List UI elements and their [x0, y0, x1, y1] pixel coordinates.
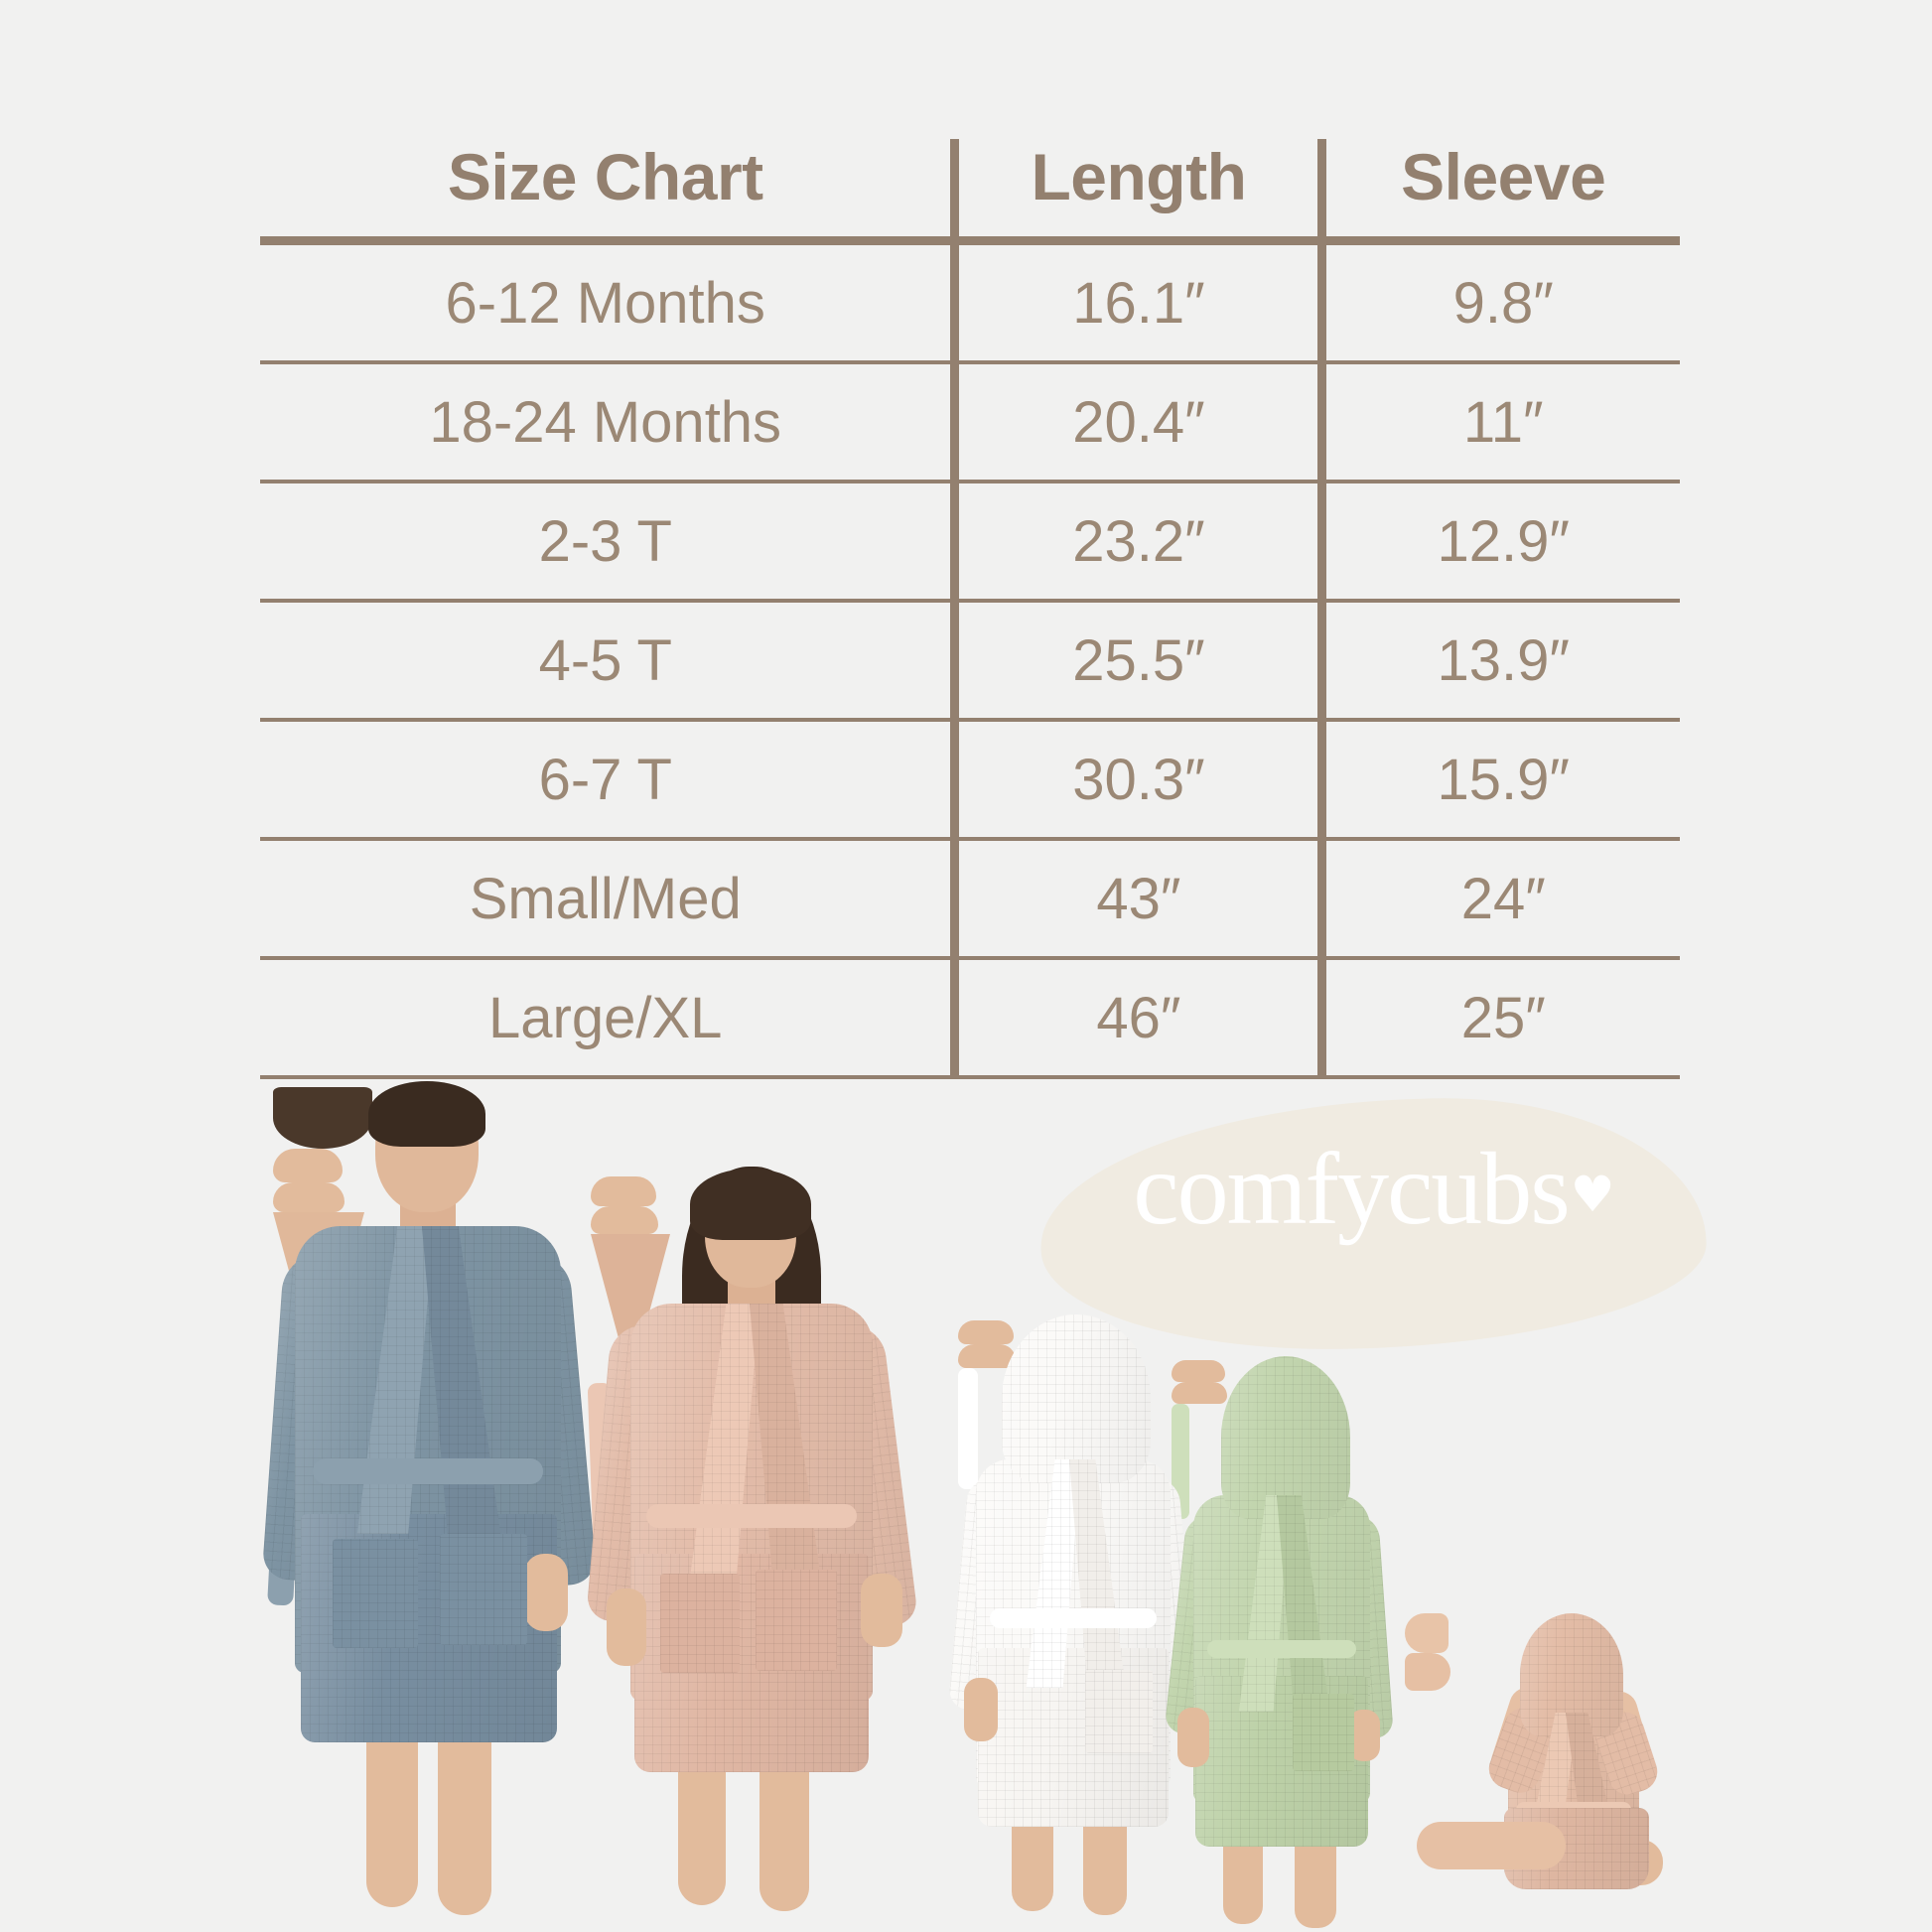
hair	[368, 1081, 485, 1147]
foot-left	[1405, 1613, 1449, 1653]
cell-sleeve: 24″	[1317, 839, 1680, 960]
cell-sleeve: 12.9″	[1317, 482, 1680, 603]
robe-pocket-right	[1085, 1670, 1153, 1753]
leg-right	[1295, 1833, 1336, 1928]
cell-length: 30.3″	[950, 720, 1322, 841]
robe-hood	[1221, 1356, 1350, 1519]
cell-size: 2-3 T	[260, 482, 955, 603]
foot-right	[958, 1344, 1016, 1368]
table-row: 6-12 Months 16.1″ 9.8″	[260, 240, 1680, 364]
cell-size: 6-7 T	[260, 720, 955, 841]
figure-baby	[1405, 1613, 1703, 1911]
table-header-row: Size Chart Length Sleeve	[260, 139, 1680, 245]
brand-logo: comfycubs♥	[1036, 1091, 1710, 1357]
cell-size: Large/XL	[260, 958, 955, 1079]
cell-length: 25.5″	[950, 601, 1322, 722]
cell-length: 43″	[950, 839, 1322, 960]
hand-left	[964, 1678, 998, 1741]
figure-adult-woman	[586, 1167, 919, 1916]
logo-wordmark: comfycubs♥	[1040, 1138, 1706, 1241]
robe-belt	[313, 1458, 543, 1484]
robe-belt	[990, 1608, 1157, 1628]
leg-left	[366, 1723, 418, 1907]
robe-belt	[646, 1504, 857, 1528]
column-header-sleeve: Sleeve	[1317, 139, 1680, 245]
leg-right	[759, 1756, 809, 1911]
cell-size: 18-24 Months	[260, 362, 955, 483]
cell-length: 46″	[950, 958, 1322, 1079]
cell-size: 4-5 T	[260, 601, 955, 722]
hair	[690, 1169, 811, 1240]
column-header-size: Size Chart	[260, 139, 955, 245]
foot-left	[273, 1149, 343, 1182]
brand-name: comfycubs	[1133, 1132, 1570, 1246]
table-row: 2-3 T 23.2″ 12.9″	[260, 482, 1680, 603]
cell-sleeve: 9.8″	[1317, 240, 1680, 364]
leg-left	[678, 1756, 726, 1905]
foot-right	[1405, 1653, 1450, 1691]
foot-right	[591, 1206, 658, 1234]
leg-left	[1012, 1812, 1053, 1911]
hand-left	[607, 1588, 646, 1666]
robe-pocket-right	[440, 1534, 527, 1645]
measurements-table: Size Chart Length Sleeve 6-12 Months 16.…	[260, 139, 1680, 1079]
cell-sleeve: 13.9″	[1317, 601, 1680, 722]
cell-sleeve: 15.9″	[1317, 720, 1680, 841]
hand-right	[861, 1574, 902, 1647]
cell-sleeve: 25″	[1317, 958, 1680, 1079]
robe-belt-tie	[958, 1368, 978, 1489]
figure-child-green-robe	[1164, 1356, 1394, 1928]
table-row: Small/Med 43″ 24″	[260, 839, 1680, 960]
foot-left	[1172, 1360, 1225, 1382]
cell-size: Small/Med	[260, 839, 955, 960]
leg-front	[1417, 1822, 1566, 1869]
robe-belt	[1207, 1640, 1356, 1658]
leg-right	[1083, 1812, 1127, 1915]
robe-pocket-right	[756, 1570, 837, 1671]
table-row: Large/XL 46″ 25″	[260, 958, 1680, 1079]
robe-pocket-left	[333, 1539, 418, 1648]
cell-length: 23.2″	[950, 482, 1322, 603]
hand-left	[1177, 1708, 1209, 1767]
robe-pocket-right	[1293, 1694, 1354, 1771]
cell-sleeve: 11″	[1317, 362, 1680, 483]
foot-left	[958, 1320, 1014, 1344]
foot-right	[1172, 1382, 1227, 1404]
foot-right	[273, 1182, 345, 1212]
heart-icon: ♥	[1570, 1166, 1615, 1223]
foot-left	[591, 1176, 656, 1206]
table-row: 6-7 T 30.3″ 15.9″	[260, 720, 1680, 841]
size-chart-table: Size Chart Length Sleeve 6-12 Months 16.…	[260, 139, 1680, 1079]
leg-left	[1223, 1833, 1263, 1924]
robe-pocket-left	[660, 1574, 740, 1673]
cell-size: 6-12 Months	[260, 240, 955, 364]
figure-child-white-robe	[947, 1314, 1199, 1916]
table-row: 18-24 Months 20.4″ 11″	[260, 362, 1680, 483]
beard	[273, 1087, 372, 1149]
figure-adult-man	[261, 1081, 598, 1915]
robe-hood	[1002, 1314, 1151, 1483]
hand-right	[524, 1554, 568, 1631]
column-header-length: Length	[950, 139, 1322, 245]
table-row: 4-5 T 25.5″ 13.9″	[260, 601, 1680, 722]
cell-length: 20.4″	[950, 362, 1322, 483]
cell-length: 16.1″	[950, 240, 1322, 364]
leg-right	[438, 1723, 491, 1915]
product-figures	[0, 1072, 1932, 1932]
